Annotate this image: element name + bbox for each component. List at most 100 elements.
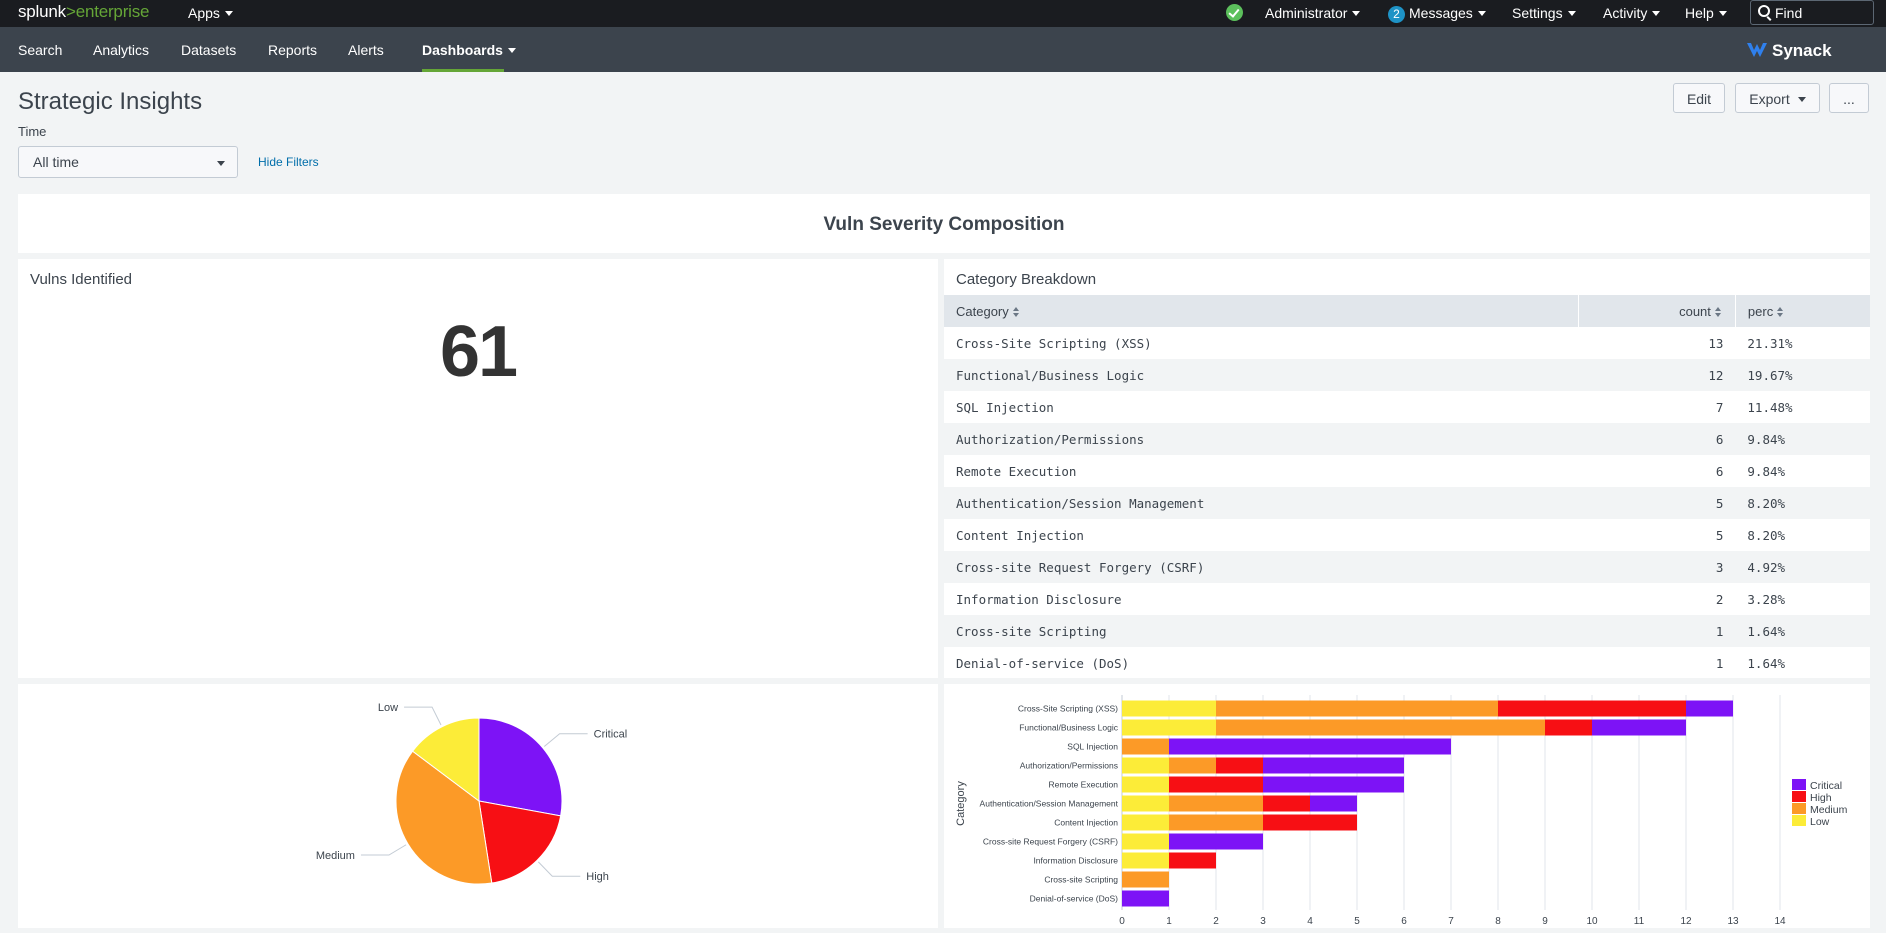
legend-swatch-high <box>1792 791 1806 802</box>
pie-slice-high[interactable] <box>478 800 562 884</box>
x-tick-label: 8 <box>1495 916 1501 927</box>
table-row[interactable]: Functional/Business Logic 12 19.67% <box>944 359 1870 391</box>
legend-label[interactable]: High <box>1810 792 1832 804</box>
pie-slice-medium[interactable] <box>395 750 493 885</box>
edit-button[interactable]: Edit <box>1673 83 1725 113</box>
nav-datasets[interactable]: Datasets <box>181 42 237 58</box>
bar-segment-high[interactable] <box>1545 719 1592 736</box>
y-tick-label: Remote Execution <box>1049 780 1119 790</box>
perc-cell: 8.20% <box>1747 527 1786 543</box>
bar-segment-medium[interactable] <box>1122 738 1169 755</box>
x-tick-label: 7 <box>1448 916 1454 927</box>
nav-analytics[interactable]: Analytics <box>93 42 150 58</box>
table-row[interactable]: Cross-site Request Forgery (CSRF) 3 4.92% <box>944 551 1870 583</box>
category-cell: Remote Execution <box>956 463 1077 479</box>
bar-segment-low[interactable] <box>1122 757 1169 774</box>
perc-cell: 1.64% <box>1747 655 1786 671</box>
vulns-identified-panel: Vulns Identified 61 <box>18 259 938 678</box>
apps-menu[interactable]: Apps <box>188 5 233 21</box>
category-cell: Authorization/Permissions <box>944 423 1579 455</box>
legend-label[interactable]: Critical <box>1810 780 1842 792</box>
bar-segment-medium[interactable] <box>1169 814 1263 831</box>
table-row[interactable]: Content Injection 5 8.20% <box>944 519 1870 551</box>
pie-slice-low[interactable] <box>411 717 480 803</box>
perc-cell: 8.20% <box>1735 487 1870 519</box>
bar-segment-low[interactable] <box>1122 795 1169 812</box>
bar-segment-critical[interactable] <box>1169 833 1263 850</box>
table-row[interactable]: Information Disclosure 2 3.28% <box>944 583 1870 615</box>
table-row[interactable]: Denial-of-service (DoS) 1 1.64% <box>944 647 1870 678</box>
messages-menu[interactable]: 2 Messages <box>1388 5 1486 23</box>
y-tick-label: Denial-of-service (DoS) <box>1030 894 1118 904</box>
x-tick-label: 10 <box>1586 916 1598 927</box>
x-tick-label: 14 <box>1774 916 1786 927</box>
category-cell: Cross-Site Scripting (XSS) <box>956 335 1152 351</box>
table-body: Cross-Site Scripting (XSS) 13 21.31% Functi… <box>944 327 1870 678</box>
bar-segment-low[interactable] <box>1122 814 1169 831</box>
bar-segment-critical[interactable] <box>1263 776 1404 793</box>
nav-alerts[interactable]: Alerts <box>348 42 384 58</box>
bar-segment-medium[interactable] <box>1169 795 1263 812</box>
category-breakdown-panel: Category Breakdown Category count perc C… <box>944 259 1870 678</box>
bar-segment-high[interactable] <box>1169 852 1216 869</box>
more-actions-button[interactable]: ... <box>1829 83 1869 113</box>
bar-segment-critical[interactable] <box>1310 795 1357 812</box>
bar-segment-critical[interactable] <box>1686 700 1733 717</box>
nav-reports[interactable]: Reports <box>268 42 318 58</box>
bar-segment-low[interactable] <box>1122 776 1169 793</box>
settings-menu[interactable]: Settings <box>1512 5 1576 21</box>
bar-segment-medium[interactable] <box>1122 871 1169 888</box>
bar-segment-medium[interactable] <box>1216 719 1545 736</box>
page-title: Strategic Insights <box>18 88 203 115</box>
help-menu[interactable]: Help <box>1685 5 1727 21</box>
category-cell: Functional/Business Logic <box>944 359 1579 391</box>
export-label: Export <box>1749 91 1790 107</box>
table-row[interactable]: SQL Injection 7 11.48% <box>944 391 1870 423</box>
bar-segment-critical[interactable] <box>1169 738 1451 755</box>
splunk-logo[interactable]: splunk>enterprise <box>18 2 149 22</box>
bar-segment-high[interactable] <box>1263 795 1310 812</box>
find-input[interactable] <box>1773 4 1872 22</box>
table-row[interactable]: Cross-Site Scripting (XSS) 13 21.31% <box>944 327 1870 359</box>
column-header-category[interactable]: Category <box>944 295 1579 327</box>
table-row[interactable]: Authentication/Session Management 5 8.20% <box>944 487 1870 519</box>
table-row[interactable]: Remote Execution 6 9.84% <box>944 455 1870 487</box>
legend-label[interactable]: Medium <box>1810 804 1848 816</box>
logo-text-splunk: splunk <box>18 2 66 21</box>
category-cell: Denial-of-service (DoS) <box>956 655 1130 671</box>
hide-filters-link[interactable]: Hide Filters <box>258 155 319 169</box>
pie-slice-critical[interactable] <box>478 717 563 817</box>
user-menu[interactable]: Administrator <box>1265 5 1360 21</box>
export-button[interactable]: Export <box>1735 83 1820 113</box>
pie-label: Medium <box>316 850 355 862</box>
bar-segment-low[interactable] <box>1122 700 1216 717</box>
column-header-count[interactable]: count <box>1578 295 1736 327</box>
table-row[interactable]: Cross-site Scripting 1 1.64% <box>944 615 1870 647</box>
find-box[interactable] <box>1750 0 1874 25</box>
legend-label[interactable]: Low <box>1810 816 1830 828</box>
activity-menu[interactable]: Activity <box>1603 5 1660 21</box>
bar-segment-medium[interactable] <box>1216 700 1498 717</box>
column-header-perc[interactable]: perc <box>1735 295 1870 327</box>
bar-segment-low[interactable] <box>1122 833 1169 850</box>
legend-swatch-medium <box>1792 803 1806 814</box>
bar-segment-critical[interactable] <box>1263 757 1404 774</box>
nav-search[interactable]: Search <box>18 42 63 58</box>
bar-segment-high[interactable] <box>1498 700 1686 717</box>
health-status-icon[interactable] <box>1226 4 1243 21</box>
table-row[interactable]: Authorization/Permissions 6 9.84% <box>944 423 1870 455</box>
bar-segment-low[interactable] <box>1122 852 1169 869</box>
bar-segment-medium[interactable] <box>1169 757 1216 774</box>
time-range-dropdown[interactable]: All time <box>18 146 238 178</box>
perc-cell: 21.31% <box>1747 335 1793 351</box>
messages-count-badge: 2 <box>1388 6 1405 23</box>
count-cell: 1 <box>1578 615 1736 647</box>
bar-segment-high[interactable] <box>1263 814 1357 831</box>
nav-dashboards[interactable]: Dashboards <box>422 42 516 58</box>
bar-segment-low[interactable] <box>1122 719 1216 736</box>
section-title: Vuln Severity Composition <box>823 214 1065 235</box>
bar-segment-critical[interactable] <box>1592 719 1686 736</box>
bar-segment-critical[interactable] <box>1122 890 1169 907</box>
bar-segment-high[interactable] <box>1169 776 1263 793</box>
bar-segment-high[interactable] <box>1216 757 1263 774</box>
